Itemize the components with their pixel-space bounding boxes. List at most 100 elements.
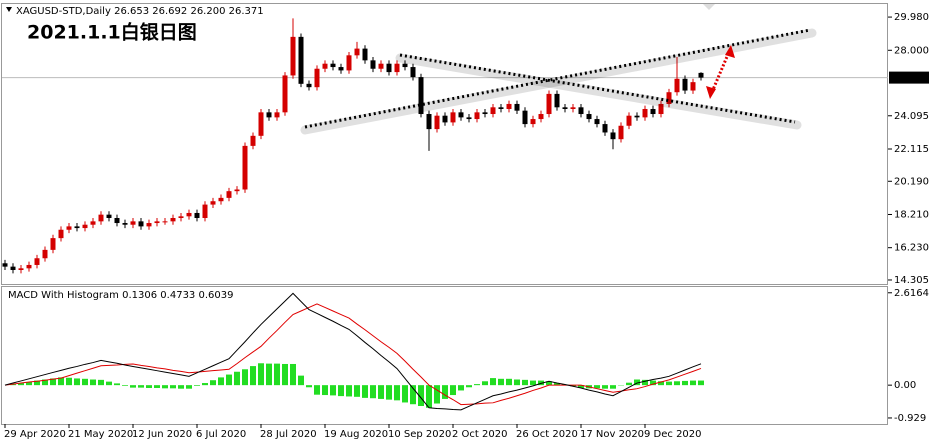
candle-body (562, 107, 568, 109)
candle-body (410, 67, 416, 78)
trendline (399, 53, 796, 124)
histogram-bar (482, 381, 488, 386)
histogram-bar (602, 385, 608, 389)
histogram-bar (114, 383, 120, 386)
histogram-bar (658, 381, 664, 386)
histogram-bar (282, 363, 288, 386)
signal-line (4, 303, 702, 406)
histogram-bar (266, 363, 272, 386)
candle-body (434, 115, 440, 130)
candle-body (450, 112, 456, 123)
histogram-bar (130, 385, 136, 388)
trendline (304, 28, 811, 129)
candle-body (282, 75, 288, 113)
histogram-bar (42, 379, 48, 386)
candle-body (154, 221, 160, 224)
x-tick-label: 12 Jun 2020 (132, 429, 192, 440)
candle-body (610, 132, 616, 140)
current-price-box (889, 71, 929, 84)
histogram-bar (354, 385, 360, 397)
y-tick-label: 20.190 (894, 176, 929, 187)
x-tick-label: 26 Oct 2020 (516, 429, 578, 440)
histogram-bar (50, 378, 56, 386)
candle-body (618, 125, 624, 140)
x-tick-label: 6 Jul 2020 (196, 429, 246, 440)
candle-body (458, 112, 464, 118)
candle-body (50, 238, 56, 250)
candle-body (226, 191, 232, 198)
candle-body (490, 107, 496, 115)
histogram-bar (74, 378, 80, 386)
candle-body (298, 36, 304, 84)
y-tick-label: -0.929 (894, 413, 926, 424)
histogram-bar (122, 385, 128, 386)
histogram-bar (138, 385, 144, 388)
header-low: 26.200 (190, 6, 225, 17)
y-tick-label: 2.6164 (894, 288, 929, 299)
macd-line (4, 292, 702, 411)
candle-body (18, 268, 24, 270)
histogram-bar (34, 380, 40, 386)
arrow-head (725, 45, 735, 58)
candle-body (474, 112, 480, 120)
histogram-bar (322, 385, 328, 396)
y-tick-label: 0.00 (894, 380, 916, 391)
candle-body (322, 63, 328, 69)
candle-body (482, 112, 488, 115)
candle-body (546, 93, 552, 115)
arrow-head (706, 86, 716, 99)
candle-body (674, 78, 680, 93)
candle-body (666, 92, 672, 104)
histogram-bar (682, 380, 688, 386)
candle-body (218, 197, 224, 202)
histogram-bar (538, 380, 544, 386)
candle-body (130, 221, 136, 225)
histogram-bar (66, 377, 72, 386)
candle-body (290, 36, 296, 76)
histogram-bar (178, 385, 184, 389)
histogram-bar (218, 377, 224, 386)
histogram-bar (210, 380, 216, 386)
x-tick-label: 2 Oct 2020 (452, 429, 507, 440)
histogram-bar (258, 363, 264, 386)
histogram-bar (186, 385, 192, 389)
histogram-bar (298, 375, 304, 386)
candle-body (202, 204, 208, 219)
y-tick-label: 16.230 (894, 243, 929, 254)
histogram-bar (18, 383, 24, 386)
candle-body (186, 212, 192, 217)
histogram-bar (434, 385, 440, 404)
histogram-bar (146, 385, 152, 388)
histogram-bar (594, 385, 600, 389)
macd-header-macd: 0.6039 (198, 290, 233, 301)
candle-body (178, 216, 184, 219)
candle-body (114, 218, 120, 224)
histogram-bar (162, 385, 168, 389)
candle-body (194, 212, 200, 219)
histogram-bar (402, 385, 408, 403)
candle-body (250, 135, 256, 146)
histogram-bar (578, 385, 584, 388)
shift-marker (703, 4, 715, 10)
histogram-bar (58, 377, 64, 386)
candle-body (378, 63, 384, 69)
histogram-bar (490, 378, 496, 386)
histogram-bar (514, 379, 520, 386)
macd-header-signal: 0.4733 (160, 290, 195, 301)
x-tick-label: 9 Dec 2020 (644, 429, 702, 440)
candle-body (314, 68, 320, 88)
main-panel-frame (1, 3, 888, 285)
histogram-bar (674, 381, 680, 386)
candle-body (274, 112, 280, 118)
x-tick-label: 17 Nov 2020 (580, 429, 644, 440)
histogram-bar (466, 385, 472, 388)
histogram-bar (26, 381, 32, 386)
candle-body (98, 214, 104, 222)
candle-body (210, 201, 216, 205)
histogram-bar (690, 380, 696, 386)
candle-body (66, 226, 72, 230)
current-price-label: 26.371 (893, 73, 928, 84)
candle-body (442, 115, 448, 123)
candle-body (650, 108, 656, 115)
